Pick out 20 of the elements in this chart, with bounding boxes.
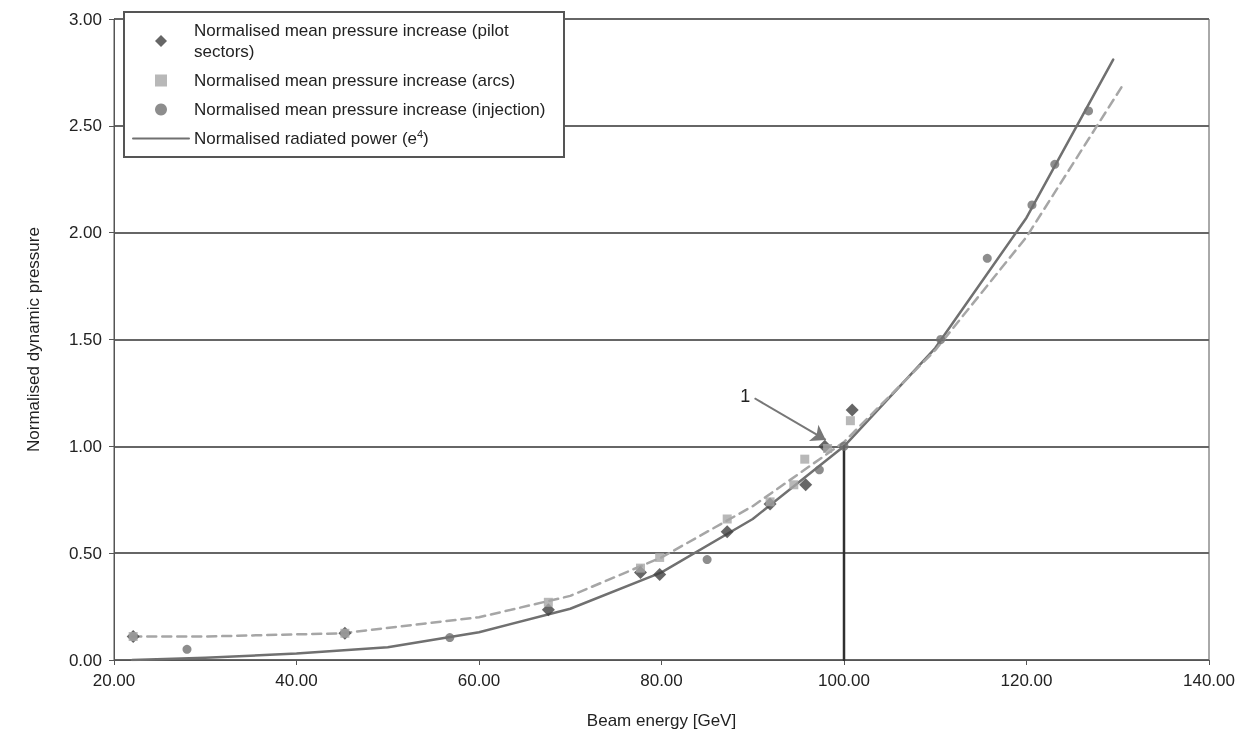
x-tick-label: 80.00 [640, 671, 683, 690]
x-tick-label: 60.00 [457, 671, 501, 690]
y-axis-title: Normalised dynamic pressure [24, 227, 43, 452]
legend-label: Normalised mean pressure increase (arcs) [194, 71, 516, 90]
legend-label: Normalised mean pressure increase (pilot sectors) [194, 21, 514, 61]
x-tick-label: 100.00 [818, 671, 870, 690]
y-tick-label: 1.00 [68, 436, 102, 456]
y-tick-label: 3.00 [68, 9, 102, 29]
x-tick-label: 120.00 [1000, 671, 1053, 690]
annotation: 1 [740, 385, 751, 406]
y-tick-label: 2.50 [68, 116, 102, 136]
x-tick-label: 40.00 [275, 671, 318, 690]
legend-label: Normalised mean pressure increase (injection) [194, 100, 546, 119]
y-tick-label: 1.50 [68, 330, 102, 349]
y-tick-label: 0.00 [68, 650, 102, 670]
x-tick-label: 20.00 [92, 671, 136, 690]
y-tick-label: 0.50 [68, 543, 102, 563]
x-tick-label: 140.00 [1183, 671, 1235, 690]
x-axis-title: Beam energy [GeV] [586, 711, 737, 730]
y-tick-label: 2.00 [68, 223, 102, 243]
